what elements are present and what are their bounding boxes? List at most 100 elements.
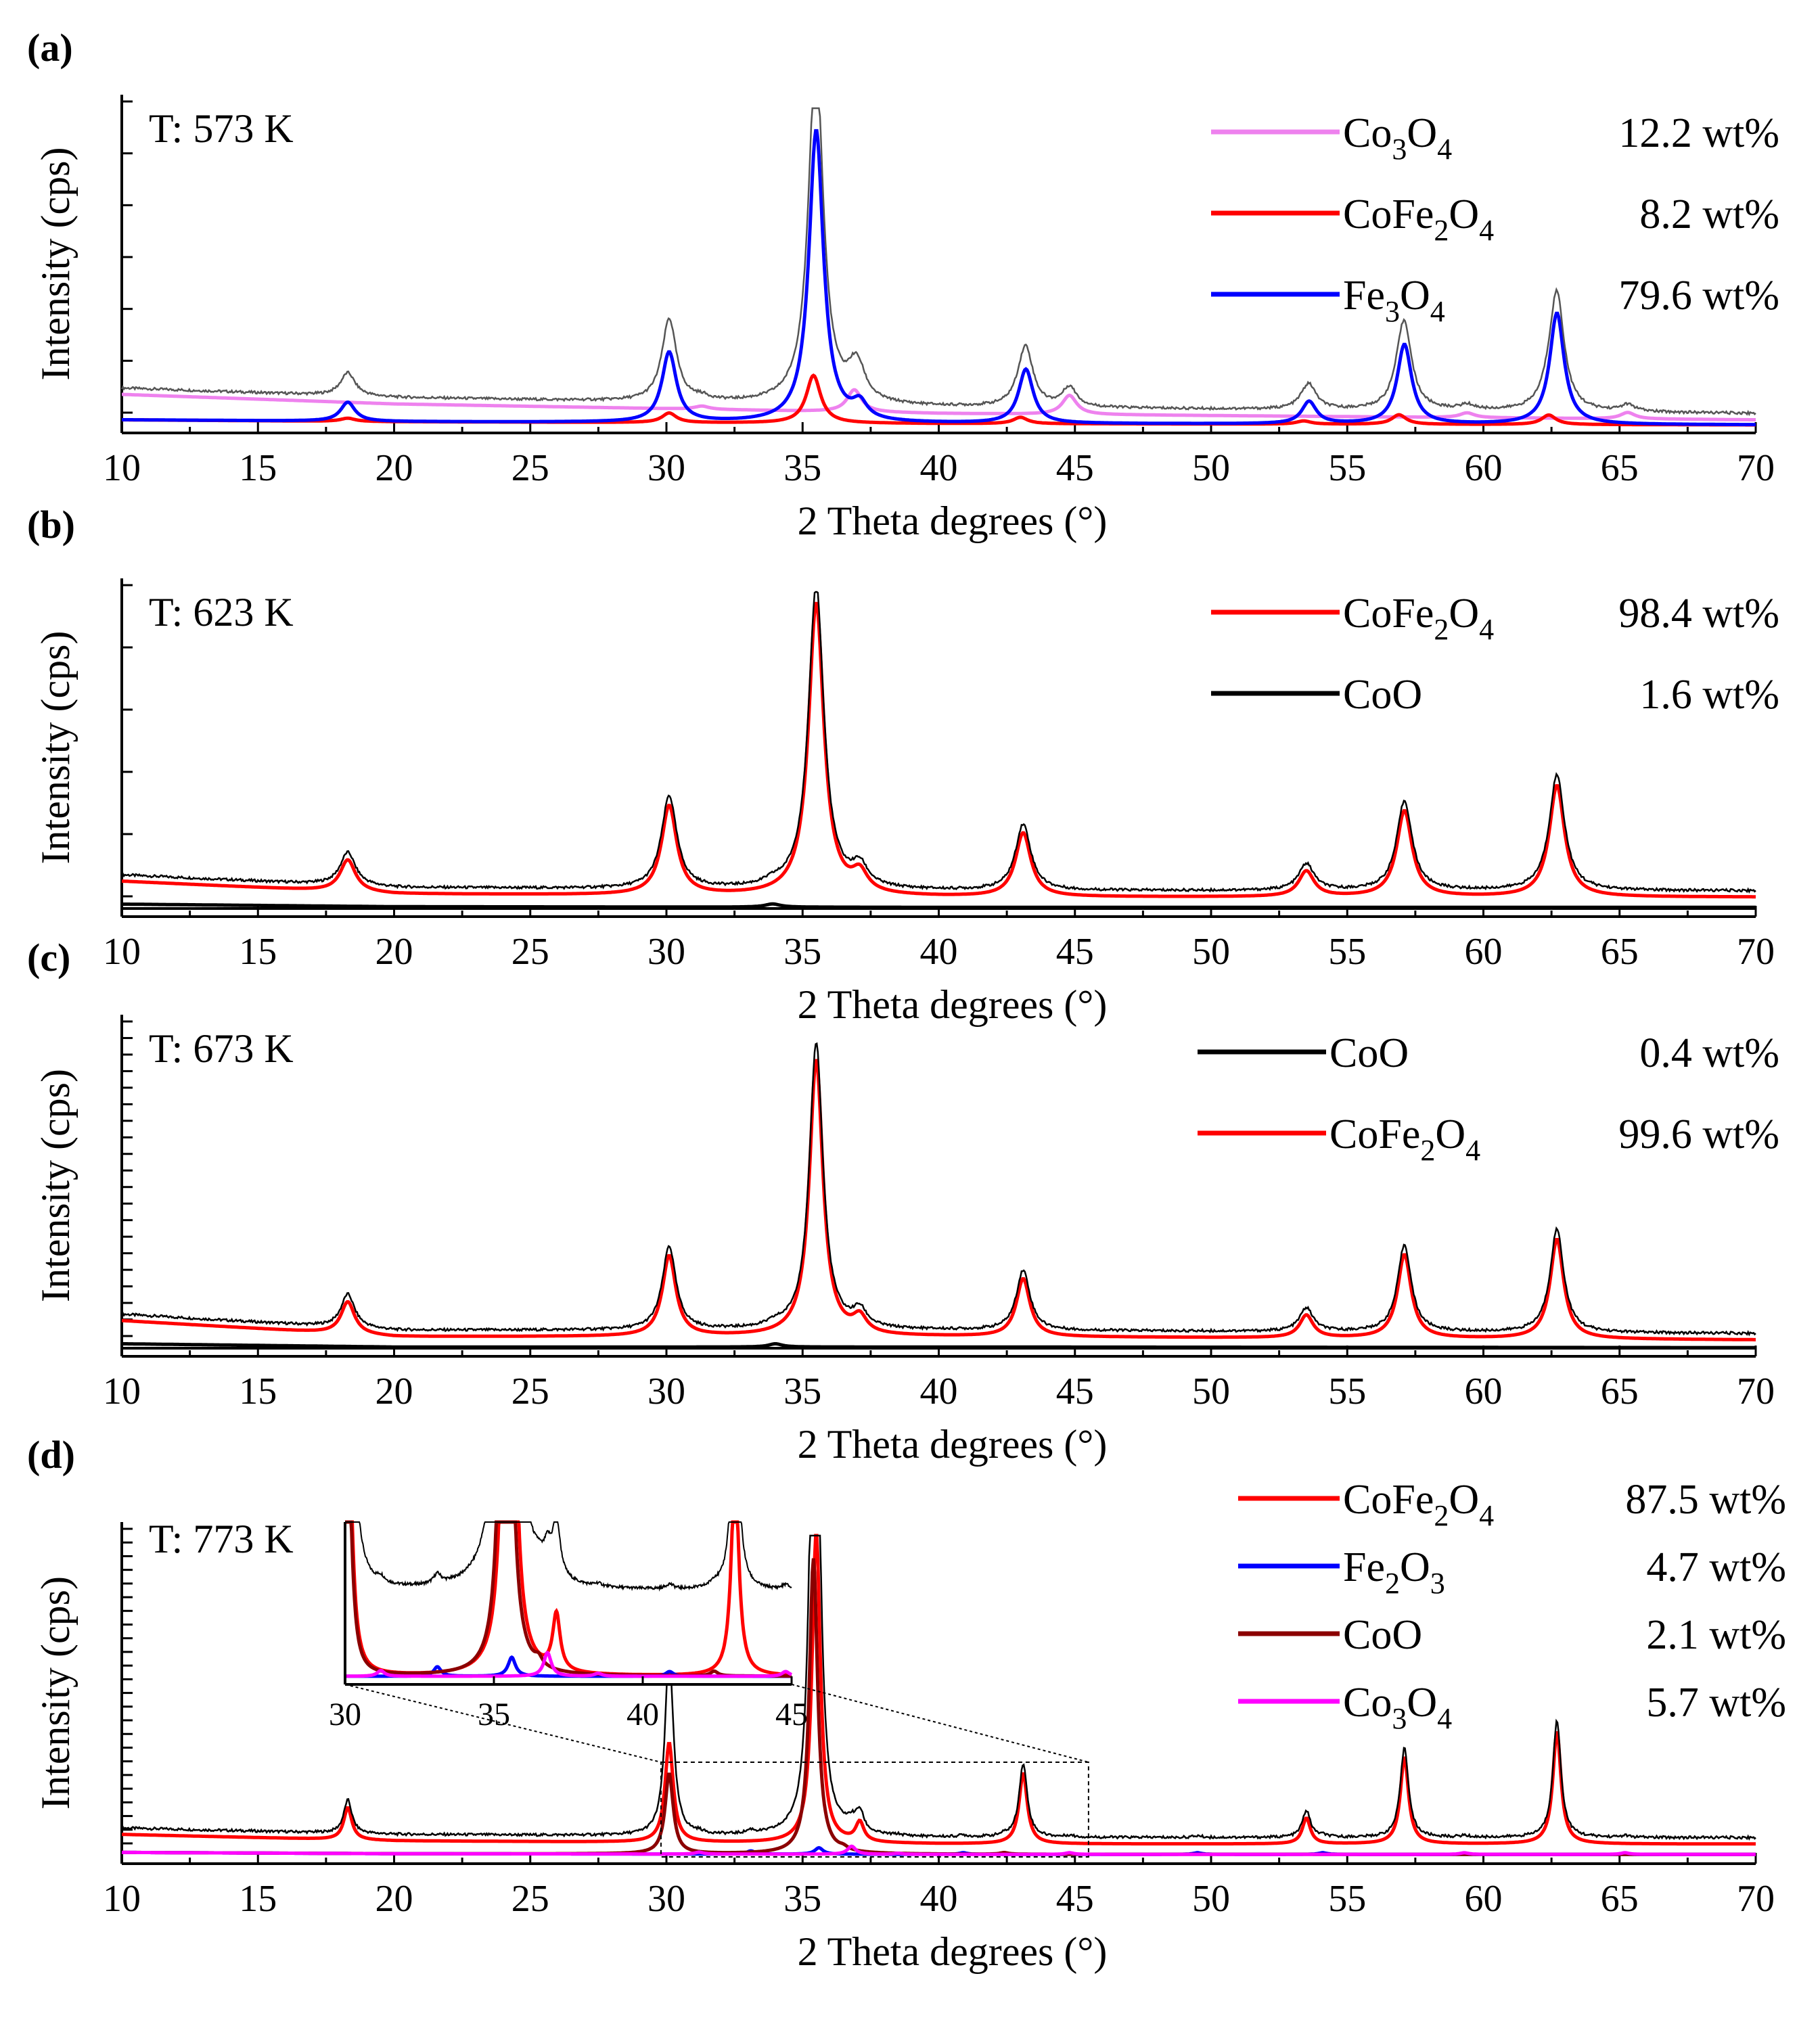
x-tick-label: 10: [103, 1878, 141, 1920]
x-tick-label: 55: [1328, 1371, 1366, 1412]
x-tick-label: 25: [511, 931, 549, 973]
legend-phase-coo: CoO: [1343, 672, 1422, 718]
x-tick-label: 70: [1737, 1878, 1775, 1920]
panel-label: (b): [27, 503, 75, 547]
legend-phase-cofe2o4: CoFe2O4: [1343, 1477, 1494, 1532]
inset-background: [345, 1522, 792, 1684]
x-tick-label: 30: [647, 931, 685, 973]
inset-series-coo: [345, 1520, 792, 1678]
y-axis-title: Intensity (cps): [33, 631, 78, 865]
inset-x-tick-label: 35: [478, 1697, 510, 1732]
x-axis-title: 2 Theta degrees (°): [798, 982, 1108, 1027]
x-tick-label: 45: [1056, 1878, 1094, 1920]
x-axis-title: 2 Theta degrees (°): [798, 499, 1108, 543]
temperature-label: T: 623 K: [149, 590, 294, 635]
x-tick-label: 50: [1192, 1878, 1230, 1920]
legend-wt-cofe2o4: 8.2 wt%: [1639, 191, 1779, 237]
x-tick-label: 10: [103, 1371, 141, 1412]
x-tick-label: 65: [1601, 447, 1639, 489]
series-fe3o4: [121, 129, 1756, 427]
x-tick-label: 25: [511, 1371, 549, 1412]
series-cofe2o4: [122, 1534, 1756, 1846]
x-tick-label: 50: [1192, 1371, 1230, 1412]
panel-label: (c): [27, 936, 70, 980]
x-tick-label: 35: [783, 447, 821, 489]
inset-observed: [345, 1521, 792, 1592]
inset-series-co3o4: [344, 1650, 793, 1678]
series-cofe2o4: [121, 1059, 1756, 1341]
x-tick-label: 60: [1465, 447, 1503, 489]
panel-d: 10 15 20 25 30 35 40 45 50 55 60 65 70 2 Theta degree…: [27, 1433, 1786, 1974]
legend-phase-cofe2o4: CoFe2O4: [1329, 1111, 1480, 1167]
legend-phase-cofe2o4: CoFe2O4: [1343, 591, 1494, 646]
series-cofe2o4: [121, 601, 1756, 899]
x-tick-label: 10: [103, 447, 141, 489]
zoom-inset: 30 35 40 45: [329, 1520, 808, 1732]
series-coo: [121, 902, 1756, 909]
x-tick-label: 20: [376, 1878, 413, 1920]
inset-x-tick-label: 40: [627, 1697, 659, 1732]
x-tick-label: 65: [1601, 1371, 1639, 1412]
legend-wt-cofe2o4: 98.4 wt%: [1618, 591, 1779, 637]
x-tick-label: 60: [1465, 931, 1503, 973]
legend-wt-co3o4: 12.2 wt%: [1618, 110, 1779, 156]
legend-phase-cofe2o4: CoFe2O4: [1343, 191, 1494, 247]
x-tick-label: 50: [1192, 447, 1230, 489]
y-axis-title: Intensity (cps): [33, 1576, 78, 1810]
legend-wt-coo: 1.6 wt%: [1639, 672, 1779, 718]
x-tick-label: 55: [1328, 931, 1366, 973]
x-tick-label: 70: [1737, 931, 1775, 973]
x-tick-label: 30: [647, 447, 685, 489]
legend-phase-fe3o4: Fe3O4: [1343, 273, 1445, 328]
x-tick-label: 65: [1601, 931, 1639, 973]
legend-phase-fe2o3: Fe2O3: [1343, 1544, 1445, 1600]
x-tick-label: 40: [920, 1371, 958, 1412]
temperature-label: T: 773 K: [149, 1517, 294, 1561]
legend-wt-cofe2o4: 99.6 wt%: [1618, 1111, 1779, 1157]
inset-x-tick-label: 30: [329, 1697, 361, 1732]
x-tick-label: 40: [920, 447, 958, 489]
y-axis-title: Intensity (cps): [33, 147, 78, 381]
zoom-connector-right: [791, 1684, 1089, 1763]
legend-phase-coo: CoO: [1343, 1612, 1422, 1658]
x-tick-label: 65: [1601, 1878, 1639, 1920]
x-tick-label: 45: [1056, 447, 1094, 489]
panel-c: 10 15 20 25 30 35 40 45 50 55 60 65 70 2 Theta degree…: [27, 936, 1779, 1467]
series-co3o4: [122, 388, 1756, 421]
observed-pattern: [120, 591, 1756, 894]
x-tick-label: 20: [376, 931, 413, 973]
x-tick-label: 15: [239, 1371, 277, 1412]
x-tick-label: 70: [1737, 1371, 1775, 1412]
x-tick-label: 15: [239, 447, 277, 489]
x-tick-label: 50: [1192, 931, 1230, 973]
panel-b: 10 15 20 25 30 35 40 45 50 55 60 65 70 2 Theta degree…: [27, 503, 1779, 1027]
series-co3o4: [121, 1844, 1756, 1856]
legend-wt-fe2o3: 4.7 wt%: [1646, 1544, 1786, 1590]
legend-wt-co3o4: 5.7 wt%: [1646, 1680, 1786, 1726]
y-axis-title: Intensity (cps): [33, 1069, 78, 1302]
x-axis-title: 2 Theta degrees (°): [798, 1929, 1108, 1974]
legend-phase-co3o4: Co3O4: [1343, 1680, 1452, 1735]
x-tick-label: 60: [1465, 1878, 1503, 1920]
x-tick-label: 55: [1328, 447, 1366, 489]
x-tick-label: 35: [783, 1371, 821, 1412]
panel-label: (a): [27, 26, 73, 70]
x-tick-label: 25: [511, 1878, 549, 1920]
x-tick-label: 40: [920, 1878, 958, 1920]
inset-x-tick-label: 45: [775, 1697, 808, 1732]
temperature-label: T: 673 K: [149, 1026, 294, 1071]
panel-label: (d): [27, 1433, 75, 1477]
x-tick-label: 40: [920, 931, 958, 973]
legend-phase-coo: CoO: [1329, 1030, 1409, 1076]
observed-pattern: [120, 107, 1756, 417]
x-tick-label: 10: [103, 931, 141, 973]
x-tick-label: 45: [1056, 1371, 1094, 1412]
observed-pattern: [120, 1534, 1756, 1841]
x-tick-label: 35: [783, 1878, 821, 1920]
x-tick-label: 70: [1737, 447, 1775, 489]
x-axis-title: 2 Theta degrees (°): [798, 1422, 1108, 1467]
legend-wt-cofe2o4: 87.5 wt%: [1625, 1477, 1786, 1523]
x-tick-label: 20: [376, 1371, 413, 1412]
observed-pattern: [120, 1042, 1756, 1337]
